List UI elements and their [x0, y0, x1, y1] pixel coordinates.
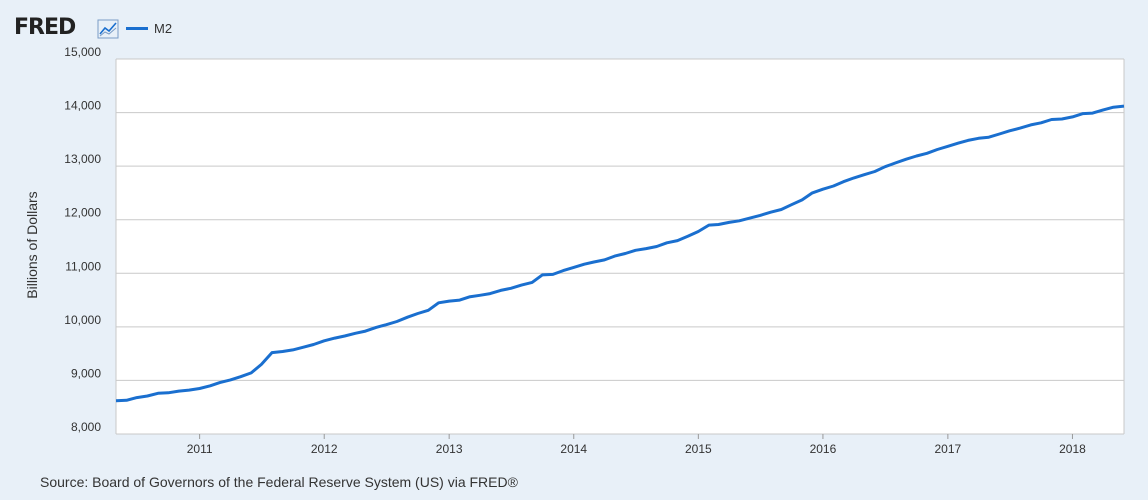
- chart-legend[interactable]: M2: [126, 21, 172, 36]
- source-note: Source: Board of Governors of the Federa…: [40, 474, 518, 490]
- x-tick-label: 2017: [935, 442, 962, 456]
- chart-line-icon: [97, 19, 119, 39]
- x-tick-label: 2013: [436, 442, 463, 456]
- y-tick-label: 10,000: [64, 313, 101, 327]
- x-tick-label: 2014: [560, 442, 587, 456]
- fred-logo[interactable]: FRED: [14, 15, 76, 40]
- y-axis-label: Billions of Dollars: [24, 191, 40, 299]
- y-tick-label: 11,000: [65, 259, 101, 273]
- x-tick-label: 2016: [810, 442, 837, 456]
- y-tick-label: 13,000: [64, 152, 101, 166]
- y-tick-label: 9,000: [71, 366, 101, 380]
- series-line-m2[interactable]: [115, 104, 1125, 403]
- plot-area: [116, 59, 1124, 434]
- y-tick-label: 8,000: [71, 420, 101, 434]
- x-tick-label: 2015: [685, 442, 712, 456]
- legend-label-m2: M2: [154, 21, 173, 36]
- y-tick-label: 15,000: [64, 45, 101, 59]
- x-tick-label: 2012: [311, 442, 338, 456]
- legend-swatch: [126, 27, 148, 30]
- y-tick-label: 12,000: [64, 206, 101, 220]
- x-tick-label: 2018: [1059, 442, 1086, 456]
- x-tick-label: 2011: [187, 442, 213, 456]
- y-tick-label: 14,000: [64, 99, 101, 113]
